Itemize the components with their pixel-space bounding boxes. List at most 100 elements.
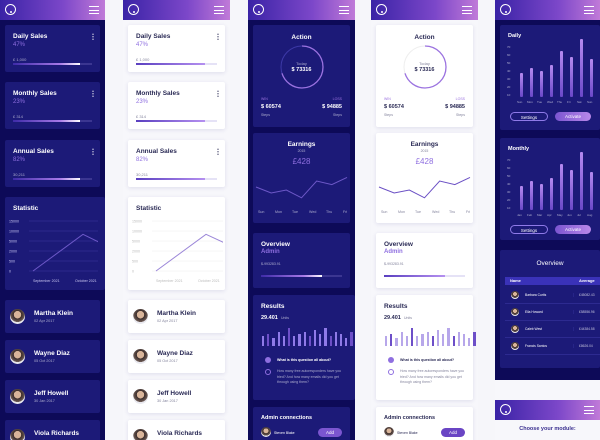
logo-circle-icon[interactable]	[376, 4, 387, 15]
activate-button[interactable]: Activate	[555, 225, 591, 234]
result-bar	[400, 332, 403, 346]
monthly-bar	[590, 171, 593, 210]
more-options-icon[interactable]	[92, 148, 94, 155]
sales-progress	[136, 63, 217, 65]
overview-subtitle: Admin	[261, 249, 280, 255]
monthly-bar	[580, 152, 583, 210]
person-card[interactable]: Viola Richards	[128, 420, 225, 440]
avatar	[133, 349, 148, 364]
action-ring	[279, 45, 324, 89]
result-bar	[262, 336, 265, 346]
stat-sub: Steps	[333, 113, 342, 117]
activate-button[interactable]: Activate	[555, 112, 591, 121]
person-date: 05 Oct 2017	[157, 359, 178, 363]
earnings-line	[378, 176, 471, 199]
y-tick-label: 10000	[9, 230, 19, 234]
y-tick-label: 50	[507, 61, 511, 65]
person-card[interactable]: Wayne Diaz 05 Oct 2017	[128, 340, 225, 373]
sales-title: Daily Sales	[136, 33, 171, 40]
result-bar	[288, 328, 291, 346]
more-options-icon[interactable]	[92, 33, 94, 40]
more-options-icon[interactable]	[217, 33, 219, 40]
logo-circle-icon[interactable]	[253, 4, 264, 15]
earnings-value: £428	[292, 157, 311, 166]
table-row[interactable]: Caleb West £44384.58	[505, 321, 600, 338]
y-tick-label: 0	[132, 270, 134, 274]
hamburger-menu-icon[interactable]	[462, 6, 472, 14]
monthly-title: Monthly	[508, 146, 530, 152]
app-header	[495, 0, 600, 20]
x-tick-label: September 2021	[33, 279, 60, 283]
hamburger-menu-icon[interactable]	[339, 6, 349, 14]
stat-tag: LOSS	[332, 97, 342, 101]
daily-bar	[540, 71, 543, 97]
y-tick-label: 2000	[9, 250, 17, 254]
hamburger-menu-icon[interactable]	[584, 6, 594, 14]
y-tick-label: 15000	[9, 220, 19, 224]
result-bar	[421, 334, 424, 346]
action-card: Action Today $ 73316 WIN $ 60574 Steps LOSS $ 9…	[253, 25, 350, 127]
logo-circle-icon[interactable]	[128, 4, 139, 15]
results-card: Results 29.401 Units What is this question …	[376, 295, 476, 400]
logo-circle-icon[interactable]	[500, 4, 511, 15]
person-card[interactable]: Jeff Howell 30 Jan 2017	[128, 380, 225, 413]
result-bar	[405, 336, 408, 346]
row-name: Ella Howard	[525, 310, 543, 314]
x-tick-label: Sat	[577, 100, 582, 104]
overview-table-card: Overview Name Average Barbara Curtis £45082.…	[500, 250, 600, 368]
monthly-bar	[530, 181, 533, 210]
statistic-title: Statistic	[136, 205, 162, 212]
question-icon	[388, 357, 394, 363]
day-label: Tue	[292, 210, 299, 214]
person-card[interactable]: Viola Richards	[5, 420, 100, 440]
person-card[interactable]: Martha Klein 02 Apr 2017	[128, 300, 225, 333]
table-header: Name Average	[505, 277, 600, 285]
app-header	[371, 0, 478, 20]
hamburger-menu-icon[interactable]	[214, 6, 224, 14]
avatar	[261, 427, 271, 437]
day-label: Thu	[326, 210, 333, 214]
logo-circle-icon[interactable]	[5, 4, 16, 15]
x-tick-label: Wed	[547, 100, 554, 104]
module-title: Choose your module:	[519, 426, 576, 432]
question-icon	[265, 357, 271, 363]
sales-amount: £ 1,000	[136, 57, 150, 62]
more-options-icon[interactable]	[92, 90, 94, 97]
table-row[interactable]: Barbara Curtis £45082.43	[505, 287, 600, 304]
add-button[interactable]: Add	[441, 428, 465, 437]
person-card[interactable]: Wayne Diaz 05 Oct 2017	[5, 340, 100, 373]
sales-progress	[136, 120, 217, 122]
hamburger-menu-icon[interactable]	[89, 6, 99, 14]
person-card[interactable]: Martha Klein 02 Apr 2017	[5, 300, 100, 333]
hamburger-menu-icon[interactable]	[584, 406, 594, 414]
row-average: £44384.58	[573, 327, 595, 331]
day-label: Fri	[343, 210, 348, 214]
settings-button[interactable]: Settings	[510, 225, 548, 234]
question-text: What is this question all about?	[277, 358, 332, 362]
result-bar	[334, 332, 337, 346]
admin-title: Admin connections	[384, 415, 436, 421]
today-value: $ 73316	[291, 67, 312, 73]
stat-sub: Steps	[456, 113, 465, 117]
earnings-title: Earnings	[287, 141, 316, 148]
app-header	[0, 0, 105, 20]
table-row[interactable]: Francis Santos £8626.04	[505, 338, 600, 355]
person-card[interactable]: Jeff Howell 30 Jan 2017	[5, 380, 100, 413]
row-average: £8626.04	[573, 344, 593, 348]
person-name: Viola Richards	[34, 430, 80, 437]
more-options-icon[interactable]	[217, 90, 219, 97]
results-value: 29.401	[384, 315, 401, 321]
add-button[interactable]: Add	[318, 428, 342, 437]
person-name: Jeff Howell	[34, 390, 69, 397]
result-bar	[272, 338, 275, 346]
sales-card: Annual Sales 82% 30,211	[5, 140, 100, 187]
logo-circle-icon[interactable]	[500, 404, 511, 415]
y-tick-label: 0	[9, 270, 11, 274]
more-options-icon[interactable]	[217, 148, 219, 155]
stat-tag: WIN	[261, 97, 268, 101]
light-panel: Daily Sales 47% £ 1,000 Monthly Sales 23% £ 3…	[123, 0, 230, 440]
row-average: £58556.96	[573, 310, 595, 314]
table-row[interactable]: Ella Howard £58556.96	[505, 304, 600, 321]
settings-button[interactable]: Settings	[510, 112, 548, 121]
earnings-card: Earnings 2015 £428 Sun Mon Tue Wed Thu Fri	[253, 133, 350, 223]
